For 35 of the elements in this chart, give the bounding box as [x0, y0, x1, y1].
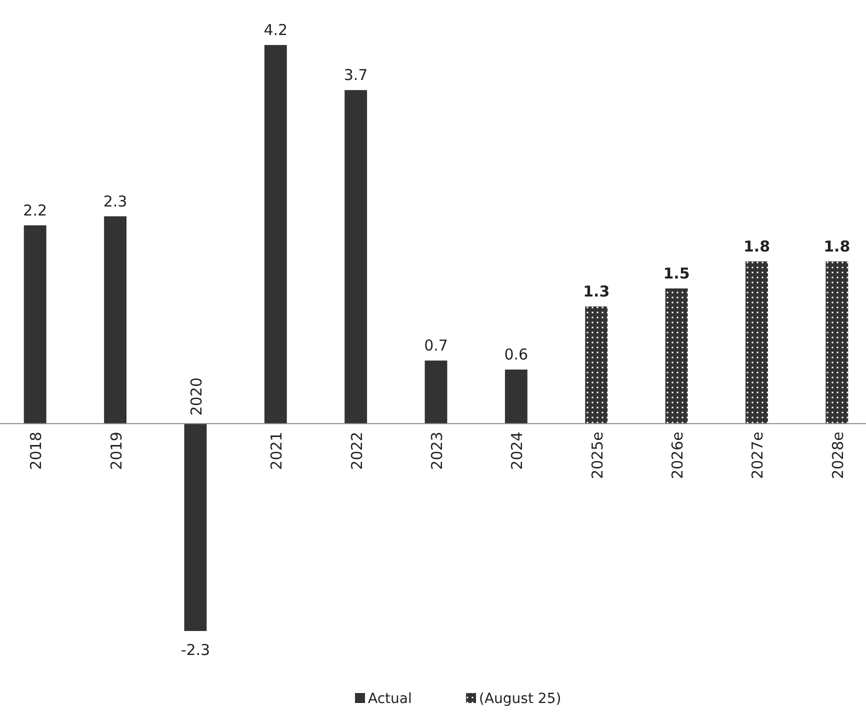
data-label: 0.6 [504, 346, 528, 364]
data-label: 1.3 [583, 282, 610, 300]
bar [104, 216, 126, 424]
bar [826, 261, 848, 424]
data-label: 3.7 [344, 66, 368, 84]
bar [184, 424, 207, 631]
x-tick-label: 2019 [107, 432, 126, 470]
data-label: 1.8 [824, 237, 850, 256]
x-tick-label: 2022 [348, 432, 366, 470]
bar [746, 261, 768, 424]
bar [504, 370, 528, 424]
data-label: 2.2 [23, 201, 48, 220]
bar [24, 225, 46, 424]
x-tick-label: 2027e [748, 432, 767, 480]
legend-label: (August 25) [479, 691, 562, 707]
data-label: 0.7 [424, 336, 448, 355]
x-tick-label: 2024 [508, 432, 526, 470]
bar [665, 288, 688, 424]
x-tick-label: 2020 [187, 377, 206, 416]
x-tick-label: 2025e [588, 432, 606, 480]
data-label: 4.2 [264, 21, 288, 39]
x-tick-label: 2023 [428, 432, 446, 470]
bar [264, 45, 287, 424]
x-tick-label: 2021 [268, 432, 286, 470]
bar [424, 360, 448, 424]
x-tick-label: 2026e [668, 432, 687, 480]
data-label: -2.3 [180, 641, 210, 659]
x-tick-label: 2028e [828, 432, 847, 480]
bar [344, 90, 368, 424]
x-tick-label: 2018 [27, 432, 46, 470]
data-label: 1.5 [663, 264, 690, 282]
bar [585, 306, 608, 424]
data-label: 2.3 [103, 192, 128, 210]
legend-label: Actual [368, 691, 412, 707]
data-label: 1.8 [743, 237, 770, 256]
